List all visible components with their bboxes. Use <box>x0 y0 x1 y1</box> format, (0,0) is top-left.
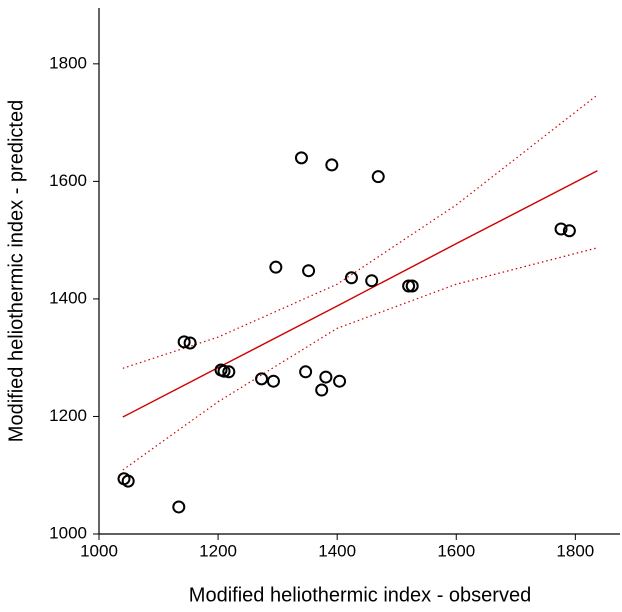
point <box>325 158 339 172</box>
confidence-band <box>122 247 598 471</box>
y-tick-label: 1600 <box>49 171 87 190</box>
regression-line <box>122 170 598 418</box>
y-axis-label: Modified heliothermic index - predicted <box>5 100 27 442</box>
y-tick-label: 1400 <box>49 288 87 307</box>
point <box>222 365 236 379</box>
point <box>302 264 316 278</box>
point <box>405 279 419 293</box>
point <box>217 364 231 378</box>
point <box>333 374 347 388</box>
x-tick-label: 1000 <box>80 541 118 560</box>
x-tick-label: 1800 <box>556 541 594 560</box>
y-tick-label: 1800 <box>49 53 87 72</box>
point <box>319 370 333 384</box>
point <box>299 365 313 379</box>
point <box>554 222 568 236</box>
point <box>121 474 135 488</box>
point <box>371 170 385 184</box>
x-tick-label: 1200 <box>199 541 237 560</box>
point <box>365 274 379 288</box>
point <box>402 279 416 293</box>
x-axis-label: Modified heliothermic index - observed <box>189 584 531 606</box>
x-tick-label: 1400 <box>318 541 356 560</box>
point <box>266 374 280 388</box>
point <box>315 383 329 397</box>
point <box>255 372 269 386</box>
y-tick-label: 1000 <box>49 523 87 542</box>
y-tick-label: 1200 <box>49 406 87 425</box>
confidence-band <box>122 94 598 369</box>
point <box>183 336 197 350</box>
point <box>344 271 358 285</box>
point <box>177 335 191 349</box>
point <box>562 224 576 238</box>
x-tick-label: 1600 <box>437 541 475 560</box>
point <box>294 151 308 165</box>
point <box>269 260 283 274</box>
point <box>172 500 186 514</box>
